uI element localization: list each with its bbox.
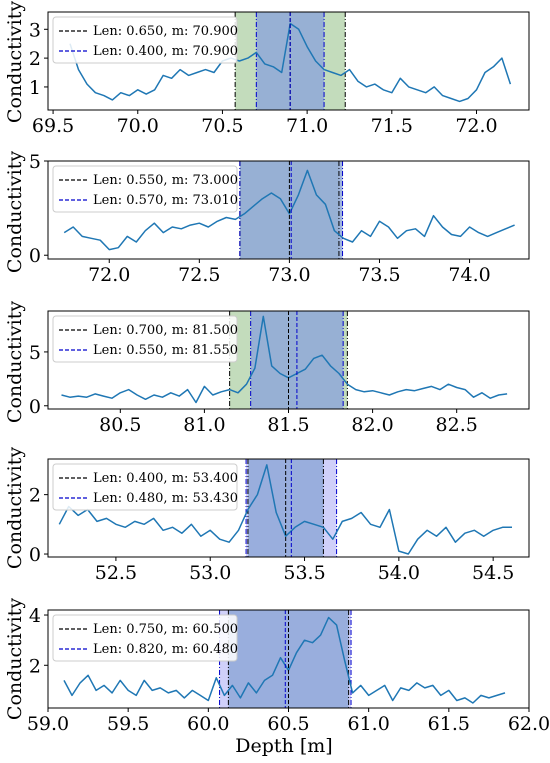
xtick-label-4-1: 52.5 (95, 562, 137, 584)
legend-2: Len: 0.550, m: 73.000 Len: 0.570, m: 73.0… (52, 165, 238, 213)
plot-area-5 (63, 610, 506, 708)
xtick-label-1-6: 72.0 (455, 115, 497, 137)
subplot-1: 69.5 70.0 70.5 71.0 71.5 72.0 1 2 3 Len: 0.650, m… (29, 11, 530, 137)
legend-box-3 (52, 315, 238, 363)
xtick-label-2-2: 72.5 (178, 264, 220, 286)
plot-area-2 (63, 161, 515, 259)
legend-label-1-1: Len: 0.650, m: 70.900 (93, 24, 238, 39)
xtick-label-4-3: 53.5 (283, 562, 325, 584)
plot-area-3 (61, 311, 508, 409)
ylabel-3: Conductivity (4, 301, 26, 423)
xtick-label-1-1: 69.5 (32, 115, 74, 137)
legend-label-4-1: Len: 0.400, m: 53.400 (93, 471, 238, 486)
xtick-label-1-5: 71.5 (371, 115, 413, 137)
conductivity-series-2 (63, 169, 515, 251)
legend-box-2 (52, 165, 238, 213)
ytick-label-4-1: 0 (29, 544, 41, 566)
xtick-label-4-5: 54.5 (472, 562, 514, 584)
xtick-label-5-7: 62.0 (508, 713, 550, 735)
legend-label-5-1: Len: 0.750, m: 60.500 (93, 622, 238, 637)
legend-label-1-2: Len: 0.400, m: 70.900 (93, 44, 238, 59)
xtick-label-1-3: 70.5 (201, 115, 243, 137)
xtick-label-5-6: 61.5 (428, 713, 470, 735)
xtick-label-5-5: 61.0 (348, 713, 390, 735)
legend-box-4 (52, 463, 238, 511)
axes-frame-4 (47, 458, 530, 558)
ytick-label-4-2: 2 (29, 485, 41, 507)
xtick-label-5-2: 59.5 (107, 713, 149, 735)
legend-label-2-1: Len: 0.550, m: 73.000 (93, 173, 238, 188)
xtick-label-4-4: 54.0 (378, 562, 420, 584)
legend-label-4-2: Len: 0.480, m: 53.430 (93, 491, 238, 506)
legend-label-3-2: Len: 0.550, m: 81.550 (93, 343, 238, 358)
axes-frame-2 (47, 160, 530, 260)
legend-label-2-2: Len: 0.570, m: 73.010 (93, 193, 238, 208)
ylabel-4: Conductivity (4, 447, 26, 569)
ytick-label-2-2: 5 (29, 151, 41, 173)
ytick-label-5-2: 4 (29, 605, 41, 627)
conductivity-series-5 (63, 616, 506, 704)
subplot-3: 80.5 81.0 81.5 82.0 82.5 0 5 Len: 0.700, m: 81.… (29, 310, 530, 436)
legend-3: Len: 0.700, m: 81.500 Len: 0.550, m: 81.5… (52, 315, 238, 363)
xtick-label-5-3: 60.0 (187, 713, 229, 735)
legend-box-1 (52, 16, 238, 64)
subplot-4: 52.5 53.0 53.5 54.0 54.5 0 2 Len: 0.400, m: 53.… (29, 458, 530, 584)
legend-label-5-2: Len: 0.820, m: 60.480 (93, 642, 238, 657)
ytick-label-1-3: 3 (29, 19, 41, 41)
ytick-label-5-1: 2 (29, 655, 41, 677)
xtick-label-5-4: 60.5 (267, 713, 309, 735)
ytick-label-1-2: 2 (29, 48, 41, 70)
xtick-label-2-5: 74.0 (448, 264, 490, 286)
legend-1: Len: 0.650, m: 70.900 Len: 0.400, m: 70.9… (52, 16, 238, 64)
conductivity-series-3 (61, 315, 508, 404)
subplot-2: 72.0 72.5 73.0 73.5 74.0 0 5 Len: 0.550, m: 73.… (29, 151, 530, 286)
legend-box-5 (52, 614, 238, 662)
legend-label-3-1: Len: 0.700, m: 81.500 (93, 323, 238, 338)
xtick-label-3-2: 81.0 (183, 414, 225, 436)
legend-4: Len: 0.400, m: 53.400 Len: 0.480, m: 53.4… (52, 463, 238, 511)
subplot-5: 59.0 59.5 60.0 60.5 61.0 61.5 62.0 2 4 Len: 0.750… (27, 605, 550, 735)
ytick-label-2-1: 0 (29, 245, 41, 267)
xlabel: Depth [m] (235, 735, 332, 757)
ytick-label-3-2: 5 (29, 342, 41, 364)
conductivity-series-4 (58, 464, 512, 555)
xtick-label-3-4: 82.0 (351, 414, 393, 436)
xtick-label-2-4: 73.5 (358, 264, 400, 286)
xtick-label-1-4: 71.0 (286, 115, 328, 137)
xtick-label-5-1: 59.0 (27, 713, 69, 735)
axes-frame-1 (47, 11, 530, 111)
xtick-label-3-1: 80.5 (99, 414, 141, 436)
ytick-label-1-1: 1 (29, 77, 41, 99)
ylabel-5: Conductivity (4, 598, 26, 720)
ylabel-1: Conductivity (4, 1, 26, 123)
xtick-label-2-1: 72.0 (88, 264, 130, 286)
plot-area-1 (69, 12, 512, 110)
xtick-label-1-2: 70.0 (117, 115, 159, 137)
conductivity-series-1 (69, 22, 512, 103)
xtick-label-4-2: 53.0 (189, 562, 231, 584)
xtick-label-2-3: 73.0 (268, 264, 310, 286)
ytick-label-3-1: 0 (29, 396, 41, 418)
legend-5: Len: 0.750, m: 60.500 Len: 0.820, m: 60.4… (52, 614, 238, 662)
plot-area-4 (58, 459, 512, 557)
xtick-label-3-5: 82.5 (436, 414, 478, 436)
xtick-label-3-3: 81.5 (267, 414, 309, 436)
ylabel-2: Conductivity (4, 151, 26, 273)
